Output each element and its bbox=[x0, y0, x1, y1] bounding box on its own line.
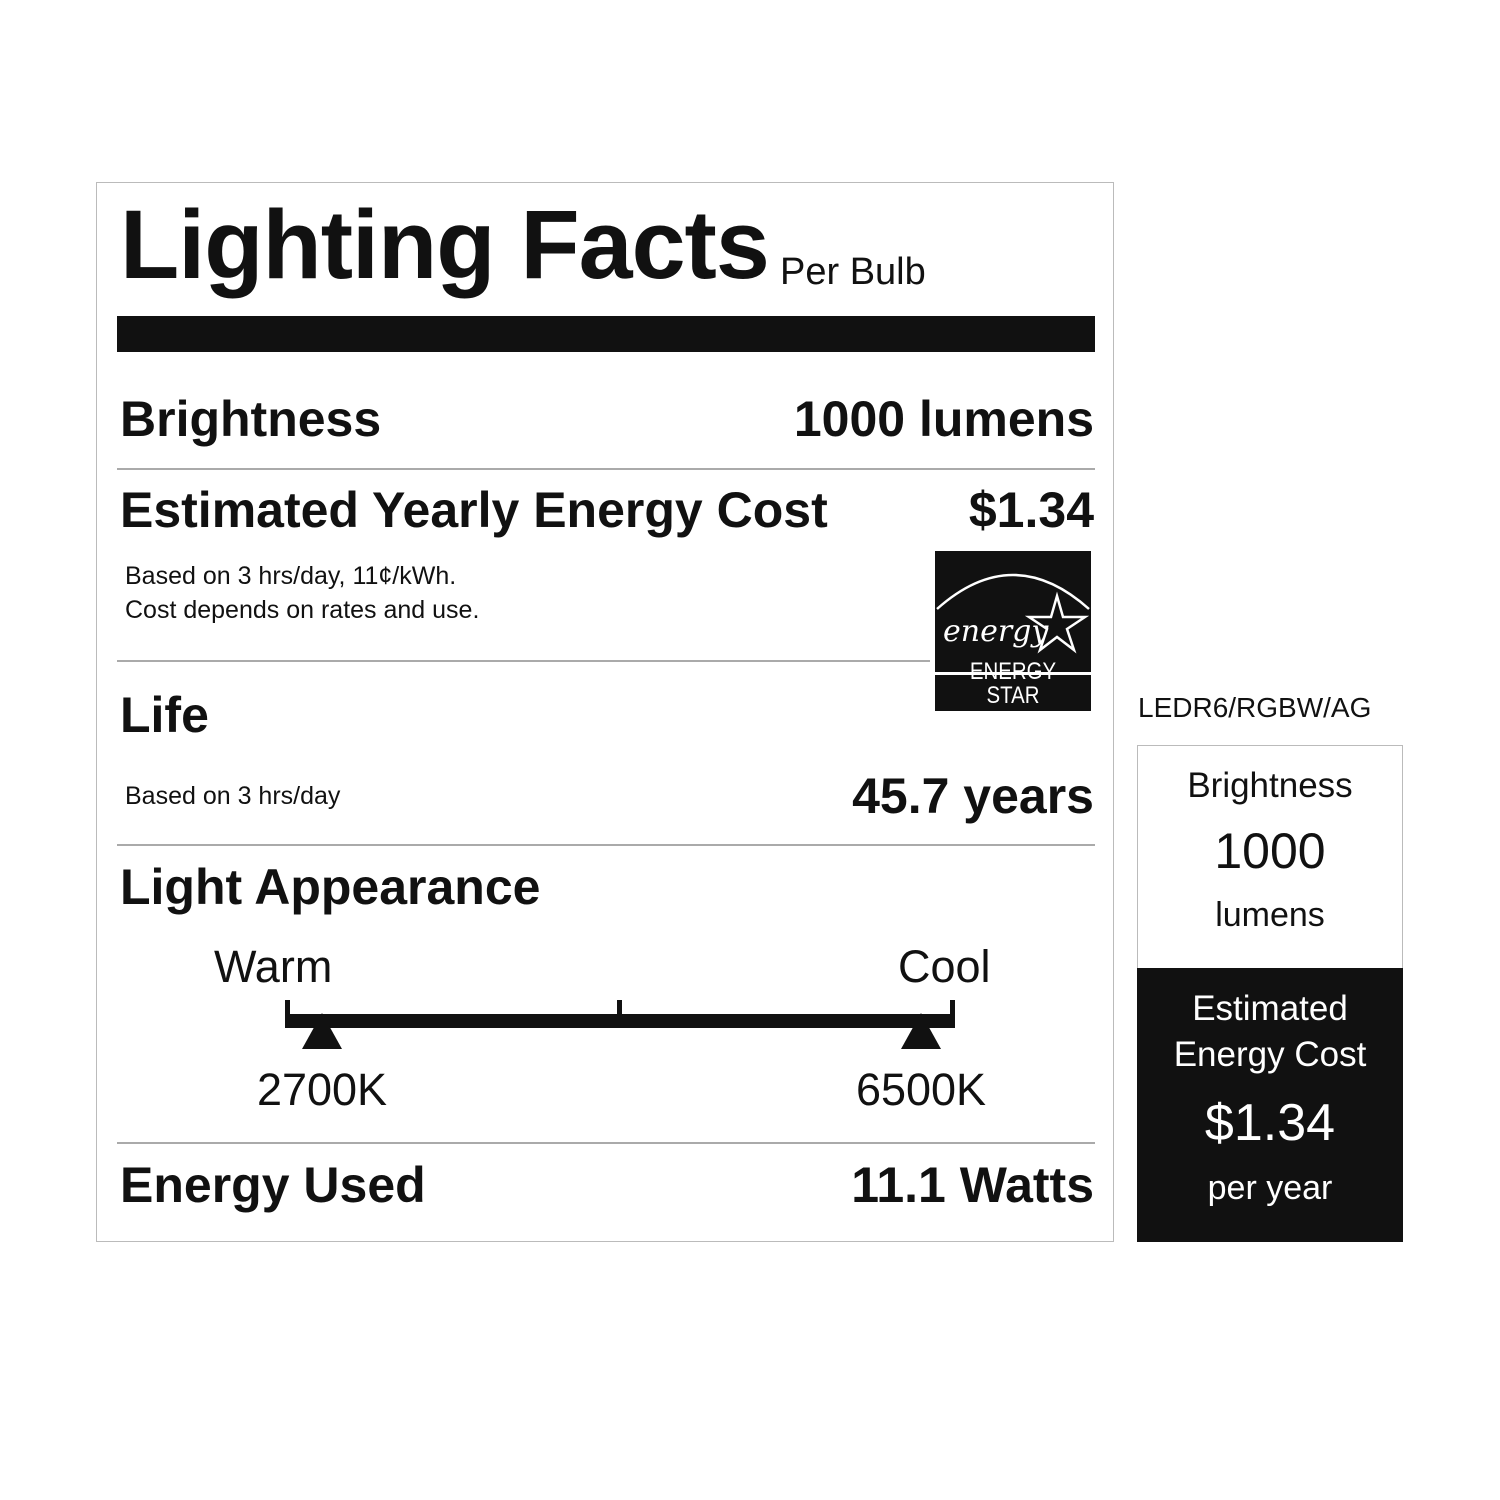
light-appearance-label: Light Appearance bbox=[120, 859, 541, 915]
energy-star-icon: energy bbox=[935, 551, 1091, 676]
brightness-value: 1000 lumens bbox=[793, 391, 1094, 447]
energy-used-label: Energy Used bbox=[120, 1157, 426, 1213]
side-cost-label-1: Estimated bbox=[1192, 989, 1348, 1028]
scale-mid-tick bbox=[617, 1000, 622, 1020]
scale-end-tick bbox=[285, 1000, 290, 1028]
divider bbox=[117, 468, 1095, 470]
temperature-label: 2700K bbox=[256, 1064, 388, 1115]
lighting-facts-label bbox=[96, 182, 1114, 1242]
energy-star-text: ENERGY STAR bbox=[969, 658, 1057, 709]
scale-bar bbox=[285, 1014, 955, 1028]
side-cost-period: per year bbox=[1207, 1169, 1333, 1207]
side-brightness-unit: lumens bbox=[1215, 896, 1325, 934]
energy-used-value: 11.1 Watts bbox=[851, 1157, 1094, 1213]
divider bbox=[117, 660, 930, 662]
label-subtitle: Per Bulb bbox=[780, 251, 926, 293]
energy-cost-value: $1.34 bbox=[968, 482, 1094, 538]
brightness-label: Brightness bbox=[120, 391, 382, 447]
side-panel-cost-block bbox=[1137, 968, 1403, 1242]
side-brightness-label: Brightness bbox=[1187, 766, 1353, 805]
side-cost-value: $1.34 bbox=[1204, 1094, 1336, 1152]
energy-star-logo: energy ENERGY STAR bbox=[935, 551, 1091, 711]
energy-cost-label: Estimated Yearly Energy Cost bbox=[120, 482, 828, 538]
life-label: Life bbox=[120, 687, 209, 743]
temperature-marker bbox=[901, 1013, 941, 1049]
temperature-label: 6500K bbox=[855, 1064, 987, 1115]
life-value: 45.7 years bbox=[852, 768, 1094, 824]
energy-cost-note-2: Cost depends on rates and use. bbox=[125, 596, 480, 624]
life-note: Based on 3 hrs/day bbox=[125, 782, 341, 810]
divider bbox=[117, 844, 1095, 846]
model-number: LEDR6/RGBW/AG bbox=[1138, 692, 1372, 723]
side-brightness-value: 1000 bbox=[1214, 823, 1326, 879]
side-cost-label-2: Energy Cost bbox=[1173, 1035, 1367, 1074]
divider bbox=[117, 1142, 1095, 1144]
cool-label: Cool bbox=[898, 941, 991, 992]
scale-end-tick bbox=[950, 1000, 955, 1028]
title-rule bbox=[117, 316, 1095, 352]
warm-label: Warm bbox=[214, 941, 333, 992]
energy-cost-note-1: Based on 3 hrs/day, 11¢/kWh. bbox=[125, 562, 457, 590]
label-title: Lighting Facts bbox=[120, 190, 770, 299]
temperature-marker bbox=[302, 1013, 342, 1049]
